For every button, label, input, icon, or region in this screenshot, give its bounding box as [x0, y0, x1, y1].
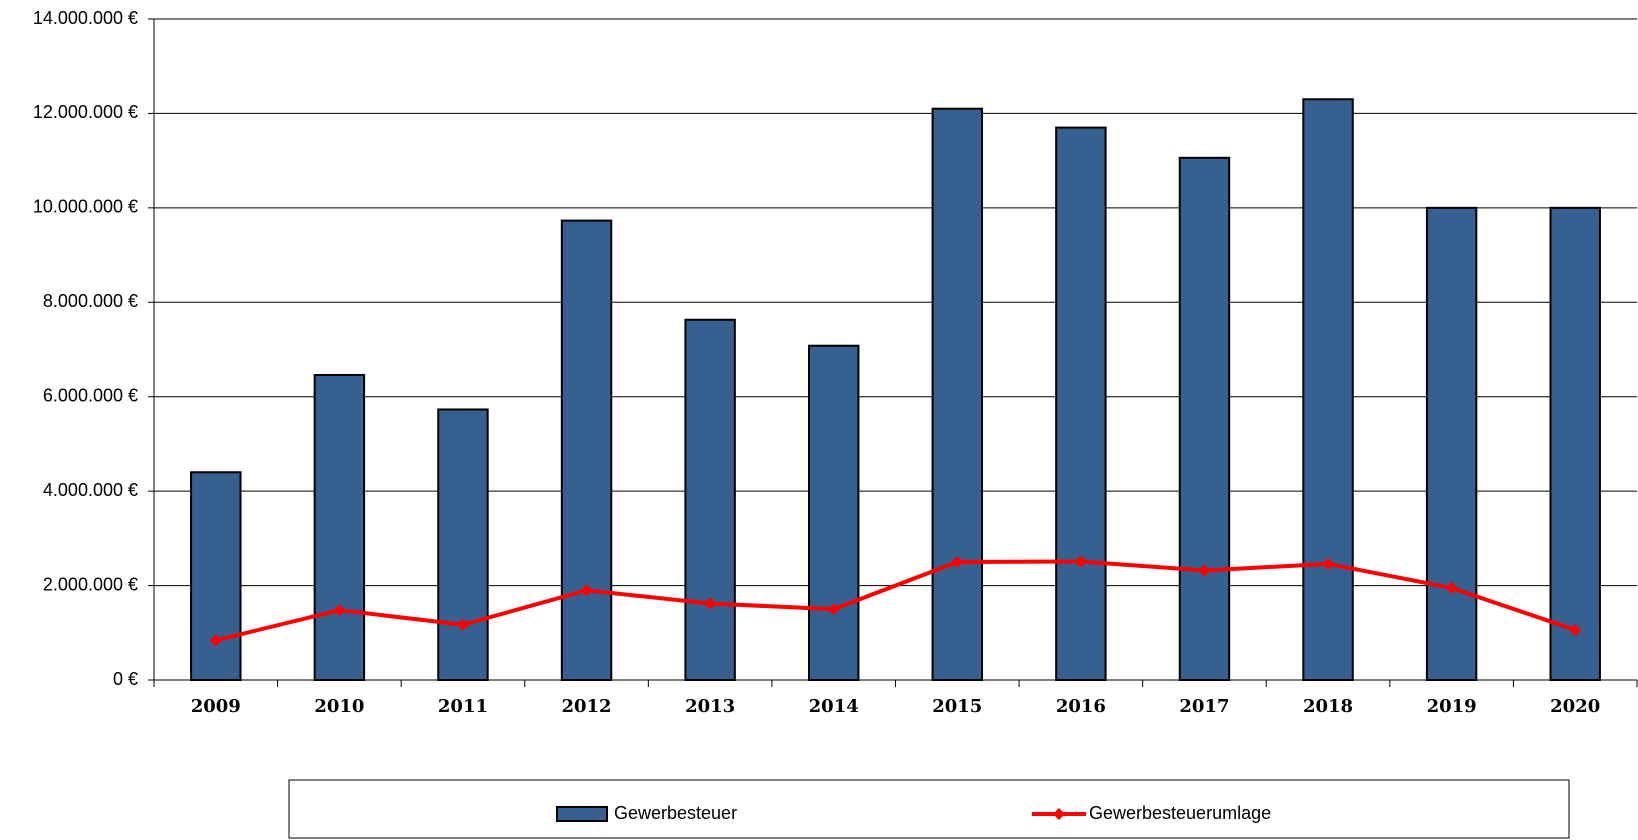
y-tick-label: 10.000.000 €	[33, 197, 138, 217]
legend-box	[288, 779, 1570, 839]
bar	[1302, 98, 1354, 681]
line	[215, 559, 1576, 643]
marker	[704, 597, 717, 610]
marker	[827, 603, 840, 616]
y-tick-label: 2.000.000 €	[43, 574, 138, 594]
bar	[1549, 206, 1601, 681]
x-tick-label: 2010	[314, 696, 364, 717]
x-tick-label: 2017	[1179, 696, 1229, 717]
bar	[437, 408, 489, 681]
x-tick-label: 2011	[438, 696, 488, 717]
bar	[1425, 206, 1478, 681]
bar	[560, 219, 613, 681]
marker	[580, 584, 593, 597]
marker	[1569, 623, 1582, 636]
legend-label: Gewerbesteuerumlage	[1089, 803, 1271, 823]
x-tick-label: 2018	[1303, 696, 1353, 717]
marker	[1445, 581, 1458, 594]
x-tick-label: 2012	[561, 696, 611, 717]
marker	[951, 555, 964, 568]
y-tick-label: 6.000.000 €	[43, 385, 138, 405]
marker	[1074, 555, 1087, 568]
marker	[1198, 564, 1211, 577]
x-tick-label: 2009	[191, 696, 241, 717]
x-tick-label: 2015	[932, 696, 982, 717]
x-tick-label: 2016	[1056, 696, 1106, 717]
legend-marker	[1053, 808, 1065, 820]
marker	[333, 604, 346, 617]
marker	[456, 618, 469, 631]
y-tick-label: 14.000.000 €	[33, 8, 138, 28]
x-tick-label: 2019	[1427, 696, 1477, 717]
x-tick-label: 2014	[809, 696, 859, 717]
bar	[807, 344, 860, 681]
bar	[313, 373, 366, 681]
bar	[1055, 126, 1107, 682]
y-tick-label: 12.000.000 €	[33, 102, 138, 122]
legend-swatch	[556, 806, 608, 822]
bar	[931, 107, 984, 681]
y-tick-label: 0 €	[113, 669, 138, 689]
marker	[209, 634, 222, 647]
bar	[190, 471, 242, 681]
y-tick-label: 8.000.000 €	[43, 291, 138, 311]
y-tick-label: 4.000.000 €	[43, 480, 138, 500]
x-tick-label: 2020	[1550, 696, 1600, 717]
marker	[1322, 557, 1335, 570]
x-tick-label: 2013	[685, 696, 735, 717]
legend-label: Gewerbesteuer	[614, 803, 737, 823]
bar	[684, 318, 736, 681]
bar	[1178, 156, 1231, 681]
